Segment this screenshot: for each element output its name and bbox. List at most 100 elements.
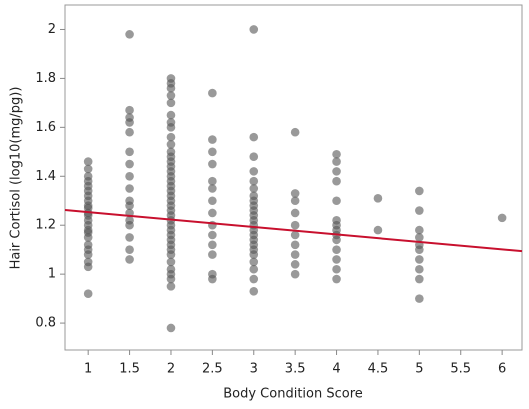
point — [166, 118, 176, 127]
point — [208, 208, 217, 218]
x-tick-label: 2 — [167, 362, 175, 377]
point — [83, 240, 93, 250]
point — [125, 233, 134, 242]
point — [249, 274, 259, 284]
y-tick-label: 1.8 — [35, 71, 56, 86]
point — [415, 264, 424, 274]
point — [249, 132, 259, 142]
point — [125, 245, 134, 254]
point — [290, 260, 300, 269]
point — [166, 323, 176, 333]
point — [249, 25, 259, 34]
point — [208, 176, 217, 186]
point — [125, 171, 134, 181]
x-tick-label: 3.5 — [285, 362, 306, 377]
point — [249, 264, 259, 274]
point — [290, 196, 300, 206]
point — [497, 213, 507, 223]
point — [83, 257, 93, 267]
point — [166, 110, 176, 120]
point — [415, 255, 424, 264]
point — [125, 159, 134, 169]
point — [249, 176, 259, 186]
x-tick-label: 4 — [332, 362, 340, 377]
x-tick-label: 4.5 — [368, 362, 389, 377]
point — [290, 230, 300, 240]
point — [125, 196, 134, 206]
x-tick-label: 6 — [498, 362, 506, 377]
y-axis-label: Hair Cortisol (log10(mg/pg)) — [9, 87, 24, 270]
point — [332, 157, 341, 166]
point — [166, 132, 176, 142]
point — [208, 240, 217, 250]
point — [249, 257, 259, 267]
x-tick-label: 2.5 — [202, 362, 223, 377]
point — [208, 88, 217, 98]
point — [373, 225, 383, 235]
point — [83, 289, 93, 299]
point — [83, 164, 93, 174]
point — [166, 140, 176, 149]
point — [290, 240, 300, 250]
point — [332, 245, 341, 254]
point — [208, 159, 217, 169]
point — [415, 233, 424, 242]
point — [249, 167, 259, 176]
point — [166, 91, 176, 100]
point — [166, 264, 176, 274]
y-tick-label: 0.8 — [35, 316, 56, 331]
y-tick-label: 1.2 — [35, 218, 56, 233]
point — [125, 105, 134, 115]
point — [166, 257, 176, 267]
x-tick-label: 3 — [250, 362, 258, 377]
point — [415, 294, 424, 303]
point — [415, 225, 424, 235]
point — [332, 216, 341, 225]
point — [166, 98, 176, 108]
point — [332, 176, 341, 186]
point — [332, 196, 341, 206]
point — [83, 157, 93, 166]
point — [415, 206, 424, 215]
point — [249, 152, 259, 162]
point — [290, 189, 300, 198]
fit-line — [64, 209, 523, 253]
point — [332, 167, 341, 176]
point — [332, 274, 341, 284]
point — [208, 230, 217, 240]
point — [332, 149, 341, 159]
point — [290, 250, 300, 259]
y-tick-label: 1 — [48, 267, 56, 282]
point — [125, 127, 134, 137]
y-tick-label: 1.4 — [35, 169, 56, 184]
point — [166, 74, 176, 83]
point — [83, 171, 93, 181]
point — [125, 255, 134, 264]
point — [373, 193, 383, 203]
point — [125, 113, 134, 122]
point — [415, 274, 424, 284]
point — [208, 250, 217, 259]
x-tick-label: 1.5 — [119, 362, 140, 377]
point — [290, 127, 300, 137]
point — [208, 135, 217, 144]
point — [290, 208, 300, 218]
point — [415, 186, 424, 196]
y-tick-label: 2 — [48, 22, 56, 37]
x-tick-label: 5.5 — [450, 362, 471, 377]
point — [166, 282, 176, 291]
point — [125, 184, 134, 193]
x-axis-label: Body Condition Score — [223, 387, 363, 402]
point — [249, 191, 259, 201]
point — [125, 30, 134, 39]
point — [332, 264, 341, 274]
y-tick-label: 1.6 — [35, 120, 56, 135]
point — [332, 255, 341, 264]
x-tick-label: 1 — [84, 362, 92, 377]
point — [249, 286, 259, 296]
point — [208, 196, 217, 206]
point — [290, 269, 300, 279]
point — [208, 184, 217, 193]
x-tick-label: 5 — [415, 362, 423, 377]
